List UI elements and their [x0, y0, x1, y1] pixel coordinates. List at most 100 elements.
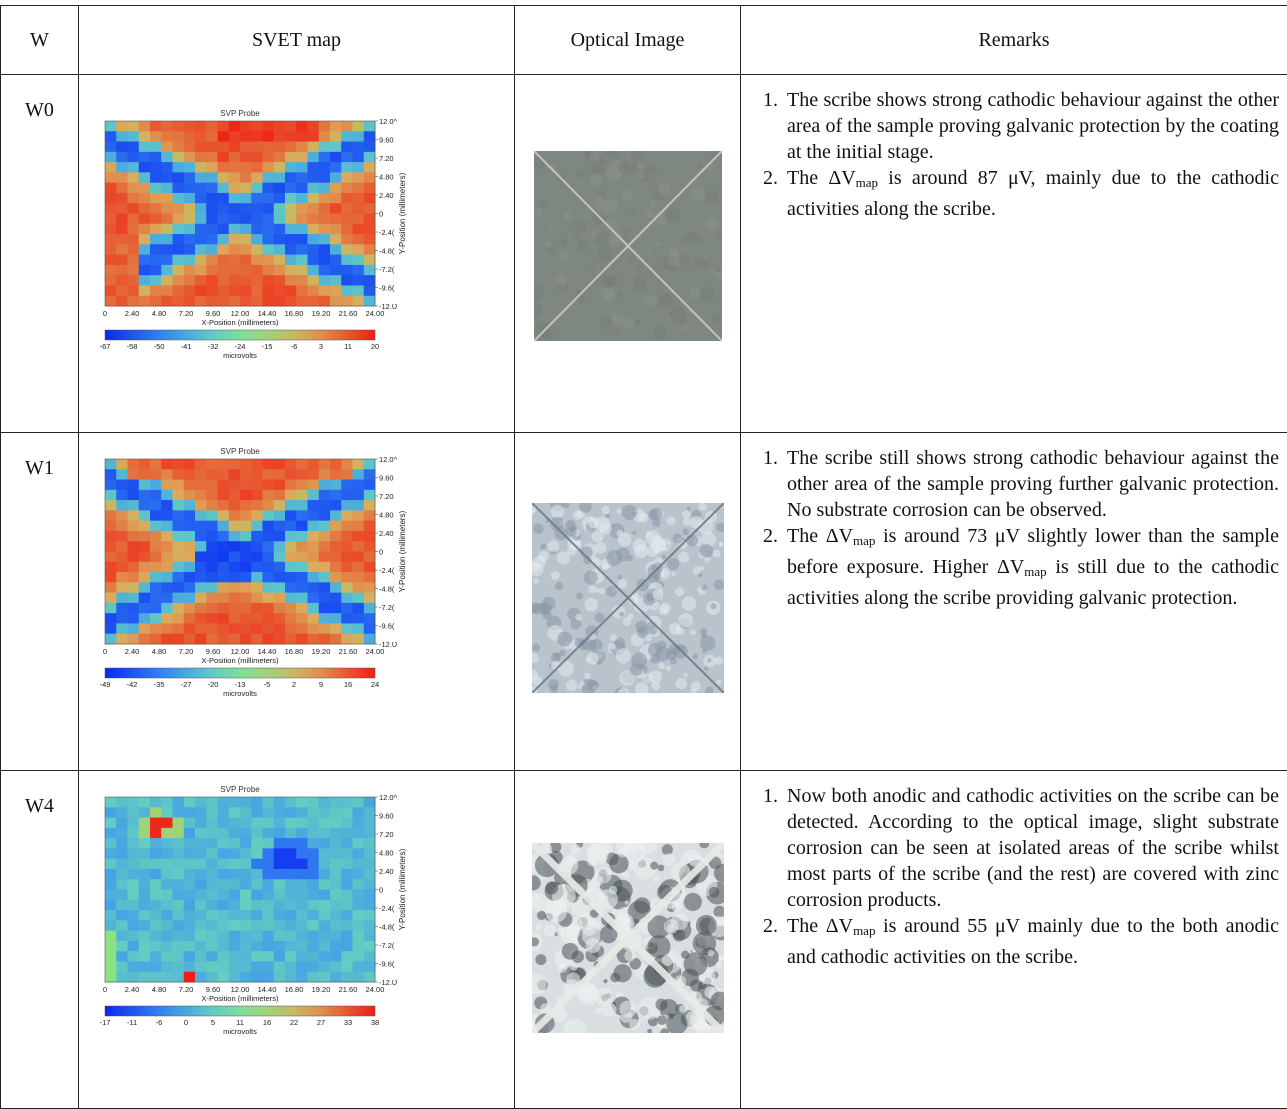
- heatmap-cell: [195, 890, 207, 901]
- heatmap-cell: [184, 214, 196, 225]
- heatmap-cell: [364, 848, 376, 859]
- colorbar-tick-label: 16: [263, 1018, 271, 1027]
- heatmap-cell: [128, 459, 140, 470]
- photo-speck: [714, 266, 721, 273]
- heatmap-cell: [330, 900, 342, 911]
- heatmap-cell: [353, 910, 365, 921]
- heatmap-cell: [206, 244, 218, 255]
- heatmap-cell: [319, 900, 331, 911]
- y-tick-label: 0: [379, 886, 383, 895]
- photo-speck: [671, 572, 676, 577]
- heatmap-cell: [195, 275, 207, 286]
- heatmap-cell: [308, 172, 320, 183]
- heatmap-cell: [330, 572, 342, 583]
- heatmap-cell: [105, 234, 117, 245]
- photo-speck: [624, 901, 628, 905]
- colorbar-tick-label: -35: [154, 680, 165, 689]
- heatmap-cell: [319, 214, 331, 225]
- heatmap-cell: [330, 818, 342, 829]
- heatmap-cell: [229, 234, 241, 245]
- heatmap-cell: [128, 152, 140, 163]
- heatmap-cell: [218, 859, 230, 870]
- heatmap-cell: [274, 152, 286, 163]
- heatmap-cell: [296, 807, 308, 818]
- heatmap-cell: [139, 890, 151, 901]
- heatmap-cell: [330, 541, 342, 552]
- heatmap-cell: [184, 203, 196, 214]
- heatmap-cell: [274, 593, 286, 604]
- heatmap-cell: [116, 203, 128, 214]
- heatmap-cell: [251, 972, 263, 983]
- heatmap-cell: [139, 183, 151, 194]
- x-tick-label: 19.20: [312, 647, 331, 656]
- heatmap-cell: [240, 275, 252, 286]
- heatmap-cell: [173, 900, 185, 911]
- heatmap-cell: [206, 838, 218, 849]
- photo-speck: [554, 582, 562, 590]
- x-tick-label: 9.60: [206, 985, 221, 994]
- heatmap-cell: [319, 152, 331, 163]
- heatmap-cell: [285, 961, 297, 972]
- photo-speck: [653, 573, 660, 580]
- heatmap-cell: [319, 469, 331, 480]
- heatmap-cell: [263, 265, 275, 276]
- heatmap-cell: [229, 951, 241, 962]
- heatmap-cell: [308, 480, 320, 491]
- heatmap-cell: [240, 859, 252, 870]
- heatmap-cell: [218, 623, 230, 634]
- heatmap-cell: [184, 623, 196, 634]
- heatmap-cell: [139, 572, 151, 583]
- heatmap-cell: [341, 613, 353, 624]
- heatmap-cell: [296, 521, 308, 532]
- heatmap-cell: [105, 920, 117, 931]
- heatmap-cell: [251, 234, 263, 245]
- heatmap-cell: [206, 541, 218, 552]
- heatmap-cell: [161, 121, 173, 132]
- heatmap-cell: [319, 603, 331, 614]
- heatmap-cell: [139, 961, 151, 972]
- heatmap-cell: [139, 275, 151, 286]
- colorbar-tick-label: 11: [236, 1018, 244, 1027]
- heatmap-cell: [218, 941, 230, 952]
- photo-speck: [658, 605, 668, 615]
- heatmap-cell: [285, 521, 297, 532]
- heatmap-cell: [263, 890, 275, 901]
- heatmap-cell: [116, 951, 128, 962]
- heatmap-cell: [330, 613, 342, 624]
- heatmap-cell: [330, 142, 342, 153]
- x-tick-label: 12.00: [231, 647, 250, 656]
- y-tick-label: 2.40: [379, 867, 394, 876]
- heatmap-cell: [319, 951, 331, 962]
- photo-speck: [699, 544, 712, 557]
- heatmap-cell: [263, 285, 275, 296]
- heatmap-cell: [105, 510, 117, 521]
- heatmap-cell: [139, 859, 151, 870]
- heatmap-cell: [330, 224, 342, 235]
- heatmap-cell: [105, 480, 117, 491]
- heatmap-cell: [116, 552, 128, 563]
- heatmap-cell: [274, 941, 286, 952]
- remarks-list: The scribe still shows strong cathodic b…: [753, 445, 1279, 611]
- heatmap-cell: [173, 131, 185, 142]
- photo-speck: [563, 212, 572, 221]
- heatmap-cell: [341, 255, 353, 266]
- photo-speck: [595, 542, 606, 553]
- heatmap-cell: [229, 582, 241, 593]
- heatmap-cell: [128, 593, 140, 604]
- heatmap-cell: [240, 234, 252, 245]
- heatmap-cell: [139, 285, 151, 296]
- heatmap-cell: [330, 593, 342, 604]
- heatmap-cell: [240, 562, 252, 573]
- heatmap-cell: [285, 480, 297, 491]
- heatmap-cell: [263, 459, 275, 470]
- heatmap-cell: [105, 224, 117, 235]
- colorbar-tick-label: -49: [100, 680, 111, 689]
- heatmap-cell: [240, 500, 252, 511]
- heatmap-cell: [296, 900, 308, 911]
- heatmap-cell: [161, 459, 173, 470]
- heatmap-cell: [296, 285, 308, 296]
- heatmap-cell: [184, 541, 196, 552]
- heatmap-cell: [139, 469, 151, 480]
